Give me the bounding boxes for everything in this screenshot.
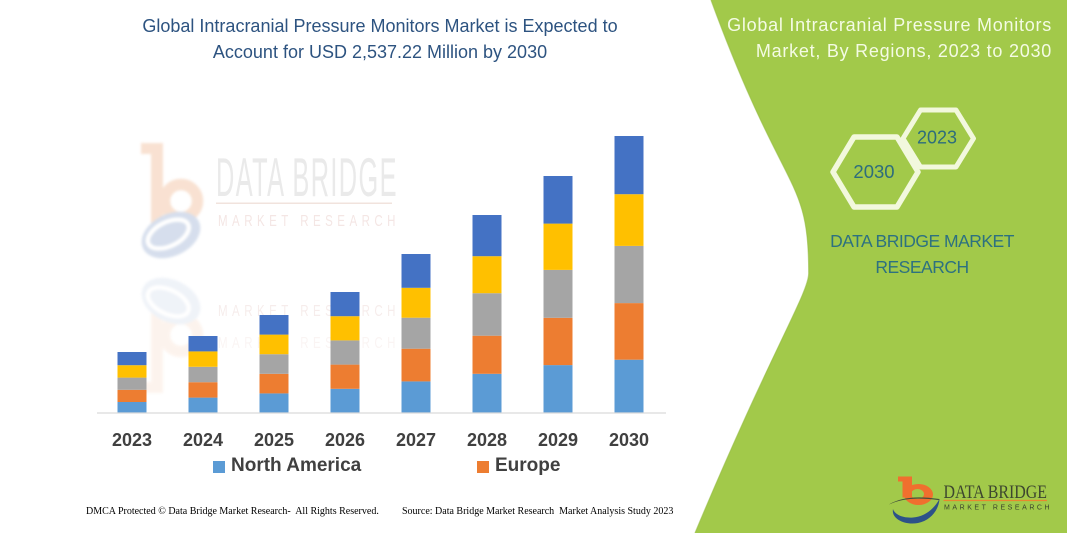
svg-text:MARKET RESEARCH: MARKET RESEARCH	[944, 505, 1052, 512]
svg-text:DATA BRIDGE: DATA BRIDGE	[216, 147, 398, 209]
svg-text:2023: 2023	[917, 128, 957, 148]
svg-text:MARKET RESEARCH: MARKET RESEARCH	[218, 211, 400, 229]
svg-text:2030: 2030	[853, 161, 894, 182]
svg-text:DATA BRIDGE: DATA BRIDGE	[944, 482, 1048, 503]
